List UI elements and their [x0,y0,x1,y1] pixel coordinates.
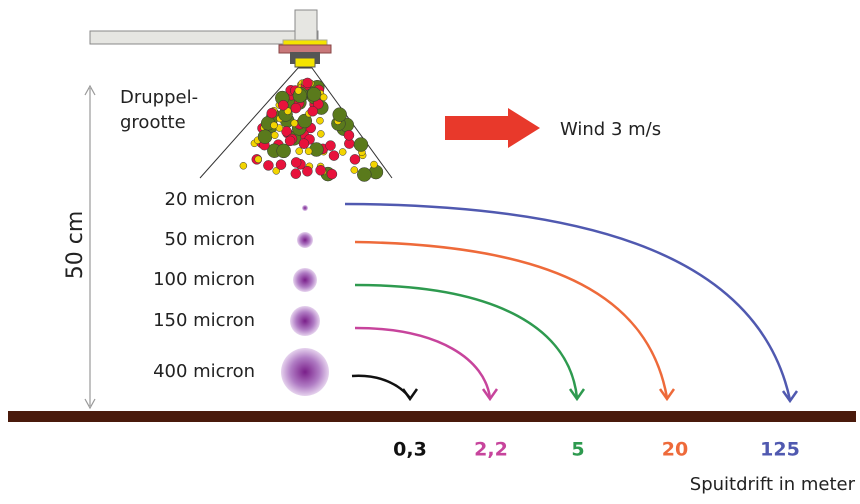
spray-droplet [308,106,318,116]
diagram: Druppel- grootte Wind 3 m/s 50 cm Spuitd… [0,0,860,504]
x-axis-label: Spuitdrift in meter [690,474,856,495]
nozzle-label: Druppel- [120,87,198,108]
spray-droplet [302,166,312,176]
drift-value: 5 [571,439,584,461]
height-label: 50 cm [63,211,88,280]
spray-droplet [240,162,247,169]
spray-droplet [344,130,354,140]
spray-droplet [278,100,288,110]
droplet-size-label: 20 micron [165,189,255,210]
droplet-size-label: 150 micron [153,310,255,331]
spray-droplet [258,130,272,144]
spray-droplet [291,157,301,167]
arrowhead [403,389,417,399]
spray-droplet [296,148,303,155]
spray-droplet [291,169,301,179]
spray-droplet [327,169,337,179]
spray-droplet [370,161,377,168]
spray-droplet [317,130,324,137]
drift-value: 0,3 [393,439,427,461]
drift-trajectory [355,328,490,398]
spray-droplet [277,144,291,158]
spray-droplets [240,78,383,182]
spray-droplet [307,87,321,101]
spray-droplet [326,141,336,151]
spray-droplet [316,117,323,124]
droplet-size-label: 100 micron [153,269,255,290]
wind-label: Wind 3 m/s [560,119,661,140]
droplet [281,348,329,396]
spray-droplet [339,148,346,155]
spray-droplet [305,148,312,155]
drift-trajectory [345,204,790,400]
spray-droplet [291,120,298,127]
spray-droplet [357,168,371,182]
spray-droplet [271,122,278,129]
droplet-size-label: 50 micron [165,229,255,250]
spray-droplet [320,94,327,101]
spray-droplet [333,108,347,122]
drift-value: 20 [662,439,688,461]
wind-arrow [445,108,540,148]
spray-droplet [329,151,339,161]
drift-value: 125 [760,439,800,461]
spray-droplet [291,103,301,113]
droplet [297,232,313,248]
drift-trajectory [355,242,667,398]
droplet [290,306,320,336]
spray-droplet [267,108,277,118]
post [295,10,317,44]
nozzle-tip [295,58,315,67]
nozzle-label: grootte [120,112,186,133]
spray-droplet [263,160,273,170]
ground [8,411,856,422]
spray-droplet [276,160,286,170]
spray-droplet [285,136,295,146]
nozzle-ring [279,45,331,53]
spray-droplet [350,154,360,164]
droplet [302,205,308,211]
spray-droplet [255,156,262,163]
spray-droplet [295,87,302,94]
spray-droplet [271,132,278,139]
droplet [293,268,317,292]
spray-droplet [303,78,313,88]
spray-droplet [354,138,368,152]
drift-value: 2,2 [474,439,508,461]
spray-droplet [316,165,326,175]
droplet-size-label: 400 micron [153,361,255,382]
drift-trajectory [352,376,410,398]
spray-droplet [351,167,358,174]
spray-droplet [299,139,309,149]
